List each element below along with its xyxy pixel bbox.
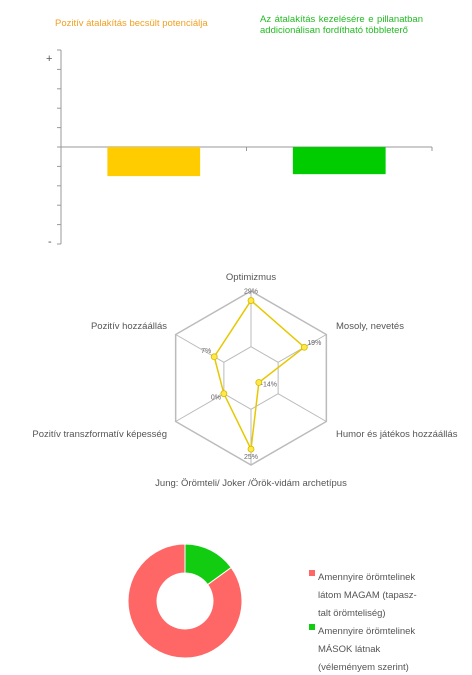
radar-value-label: 0% xyxy=(211,395,221,402)
radar-series-line xyxy=(213,299,306,452)
radar-point xyxy=(210,353,218,361)
radar-point xyxy=(247,297,255,304)
radar-axis-label: Jung: Örömteli/ Joker /Örök-vidám archet… xyxy=(155,478,347,489)
donut-slice-2 xyxy=(184,543,232,586)
legend-swatch-self xyxy=(309,570,315,576)
y-axis-top-label: + xyxy=(46,53,52,65)
radar-point xyxy=(247,445,255,453)
radar-point xyxy=(300,343,308,351)
legend-item-self: Amennyire örömtelinek látom MAGAM (tapas… xyxy=(309,567,429,621)
radar-grid-ring xyxy=(223,346,279,410)
radar-value-label: 29% xyxy=(244,289,258,296)
bar-chart: +- xyxy=(46,49,433,248)
bar-category-label-2: Az átalakítás kezelésére e pillanatban a… xyxy=(260,14,423,36)
radar-value-label: 19% xyxy=(307,340,321,347)
y-axis-bottom-label: - xyxy=(48,236,52,248)
radar-spoke xyxy=(175,393,225,422)
radar-point xyxy=(220,390,228,398)
radar-axis-label: Pozitív transzformatív képesség xyxy=(32,429,167,440)
bar-1 xyxy=(107,147,201,177)
legend-label-self: Amennyire örömtelinek látom MAGAM (tapas… xyxy=(318,572,417,619)
legend-swatch-others xyxy=(309,624,315,630)
donut-legend: Amennyire örömtelinek látom MAGAM (tapas… xyxy=(309,567,429,675)
donut-chart xyxy=(127,543,243,659)
radar-value-label: 7% xyxy=(201,348,211,355)
radar-axis-label: Pozitív hozzáállás xyxy=(91,321,167,332)
radar-value-label: -14% xyxy=(261,382,277,389)
radar-axis-label: Mosoly, nevetés xyxy=(336,321,404,332)
legend-item-others: Amennyire örömtelinek MÁSOK látnak (véle… xyxy=(309,621,429,675)
donut-slice-1 xyxy=(127,543,243,659)
radar-axis-label: Humor és játékos hozzáállás xyxy=(336,429,458,440)
radar-axis-label: Optimizmus xyxy=(226,272,276,283)
radar-chart: 29% 19% -14% 25% 0% 7% Optimizmus Mosoly, nevet… xyxy=(32,272,458,489)
bar-category-label-1: Pozitív átalakítás becsült potenciálja xyxy=(55,18,208,29)
bar-2 xyxy=(292,147,386,175)
radar-point xyxy=(255,379,263,386)
radar-spoke xyxy=(277,393,327,422)
radar-value-label: 25% xyxy=(244,454,258,461)
legend-label-others: Amennyire örömtelinek MÁSOK látnak (véle… xyxy=(318,626,416,673)
